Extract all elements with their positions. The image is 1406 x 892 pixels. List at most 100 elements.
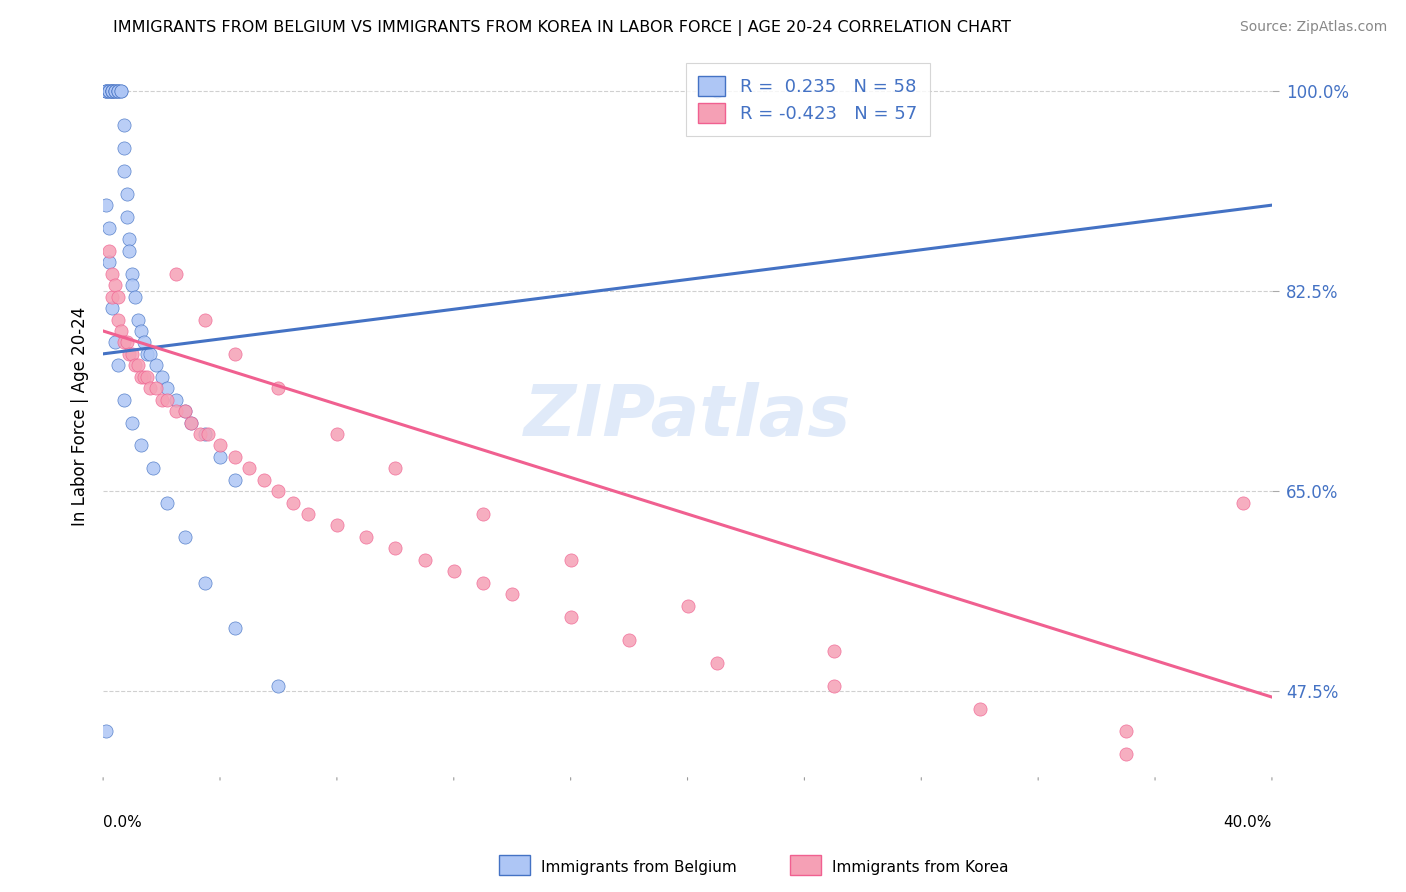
Point [112, 335, 135, 350]
Point [127, 359, 149, 373]
Text: ZIPatlas: ZIPatlas [524, 383, 851, 451]
Point [121, 416, 143, 430]
Point [145, 381, 167, 395]
Point [104, 84, 127, 98]
Point [267, 484, 290, 499]
Point [127, 312, 149, 326]
Point [501, 587, 523, 601]
Point [1115, 747, 1137, 762]
Point [676, 599, 699, 613]
Point [104, 84, 127, 98]
Point [224, 473, 246, 487]
Point [104, 278, 127, 293]
Point [98, 221, 121, 235]
Point [110, 324, 132, 338]
Point [413, 553, 436, 567]
Point [384, 461, 406, 475]
Point [297, 507, 319, 521]
Point [224, 450, 246, 464]
Point [107, 84, 129, 98]
Point [472, 575, 495, 590]
Point [107, 84, 129, 98]
Point [132, 335, 155, 350]
Point [94, 724, 117, 739]
Point [208, 450, 231, 464]
Point [136, 347, 159, 361]
Point [101, 290, 124, 304]
Point [101, 84, 124, 98]
Point [142, 461, 165, 475]
Point [194, 426, 217, 441]
Point [174, 404, 197, 418]
Point [107, 359, 129, 373]
Point [94, 84, 117, 98]
Point [224, 347, 246, 361]
Point [115, 186, 138, 201]
Point [224, 622, 246, 636]
Text: IMMIGRANTS FROM BELGIUM VS IMMIGRANTS FROM KOREA IN LABOR FORCE | AGE 20-24 CORR: IMMIGRANTS FROM BELGIUM VS IMMIGRANTS FR… [114, 20, 1011, 36]
Point [156, 392, 179, 407]
Point [94, 198, 117, 212]
Point [443, 564, 465, 578]
Point [121, 267, 143, 281]
Point [107, 312, 129, 326]
Point [165, 392, 187, 407]
Point [253, 473, 276, 487]
Point [150, 369, 173, 384]
Text: Immigrants from Belgium: Immigrants from Belgium [541, 860, 737, 874]
Point [98, 84, 121, 98]
Point [101, 84, 124, 98]
Point [1115, 724, 1137, 739]
Point [98, 255, 121, 269]
Text: Immigrants from Korea: Immigrants from Korea [832, 860, 1010, 874]
Text: 40.0%: 40.0% [1223, 815, 1272, 830]
Point [115, 210, 138, 224]
Point [118, 244, 141, 258]
Point [107, 84, 129, 98]
Point [617, 632, 640, 647]
Point [238, 461, 260, 475]
Text: Source: ZipAtlas.com: Source: ZipAtlas.com [1240, 20, 1388, 34]
Point [98, 244, 121, 258]
Point [94, 84, 117, 98]
Point [326, 518, 349, 533]
Point [104, 335, 127, 350]
Point [150, 392, 173, 407]
Point [194, 575, 217, 590]
Point [112, 141, 135, 155]
Legend: R =  0.235   N = 58, R = -0.423   N = 57: R = 0.235 N = 58, R = -0.423 N = 57 [686, 63, 929, 136]
Point [104, 84, 127, 98]
Point [112, 163, 135, 178]
Point [132, 369, 155, 384]
Point [112, 118, 135, 132]
Point [174, 530, 197, 544]
Point [165, 267, 187, 281]
Point [384, 541, 406, 556]
Point [1232, 495, 1254, 509]
Point [107, 290, 129, 304]
Point [98, 84, 121, 98]
Point [194, 312, 217, 326]
Point [267, 381, 290, 395]
Point [823, 679, 845, 693]
Point [101, 301, 124, 315]
Point [326, 426, 349, 441]
Point [101, 84, 124, 98]
Y-axis label: In Labor Force | Age 20-24: In Labor Force | Age 20-24 [72, 307, 89, 526]
Point [156, 495, 179, 509]
Point [129, 369, 152, 384]
Text: 0.0%: 0.0% [103, 815, 142, 830]
Point [354, 530, 377, 544]
Point [98, 84, 121, 98]
Point [823, 644, 845, 658]
Point [129, 324, 152, 338]
Point [165, 404, 187, 418]
Point [115, 335, 138, 350]
Point [94, 84, 117, 98]
Point [706, 656, 728, 670]
Point [118, 232, 141, 246]
Point [180, 416, 202, 430]
Point [129, 438, 152, 452]
Point [208, 438, 231, 452]
Point [197, 426, 219, 441]
